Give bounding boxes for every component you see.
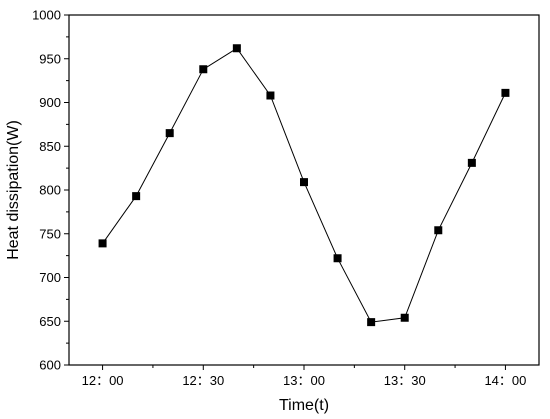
x-axis-title: Time(t) [279,397,329,414]
data-point [467,158,476,167]
y-tick-label: 650 [39,314,61,329]
y-tick-label: 700 [39,270,61,285]
data-point [434,226,443,235]
data-point [232,44,241,53]
data-point [165,129,174,138]
y-tick-label: 800 [39,183,61,198]
y-tick-label: 950 [39,51,61,66]
y-tick-label: 750 [39,226,61,241]
x-tick-label: 13：30 [384,373,426,388]
data-point [333,254,342,263]
y-tick-label: 850 [39,139,61,154]
data-point [400,313,409,322]
data-point [98,239,107,248]
y-tick-label: 1000 [32,8,61,23]
data-point [199,65,208,74]
x-tick-label: 14：00 [484,373,526,388]
data-point [367,318,376,327]
data-point [300,178,308,187]
y-tick-label: 900 [39,95,61,110]
data-series [98,44,510,327]
y-axis-title: Heat dissipation(W) [5,120,22,260]
x-tick-label: 12：30 [182,373,224,388]
data-point [132,192,141,201]
y-axis: 600 650 700 750 800 850 900 950 1000 [32,8,69,373]
y-tick-label: 600 [39,358,61,373]
x-tick-label: 13：00 [283,373,325,388]
x-tick-label: 12：00 [82,373,124,388]
x-axis: 12：00 12：30 13：00 13：30 14：00 [82,365,526,388]
data-point [266,91,275,100]
data-point [501,88,510,97]
